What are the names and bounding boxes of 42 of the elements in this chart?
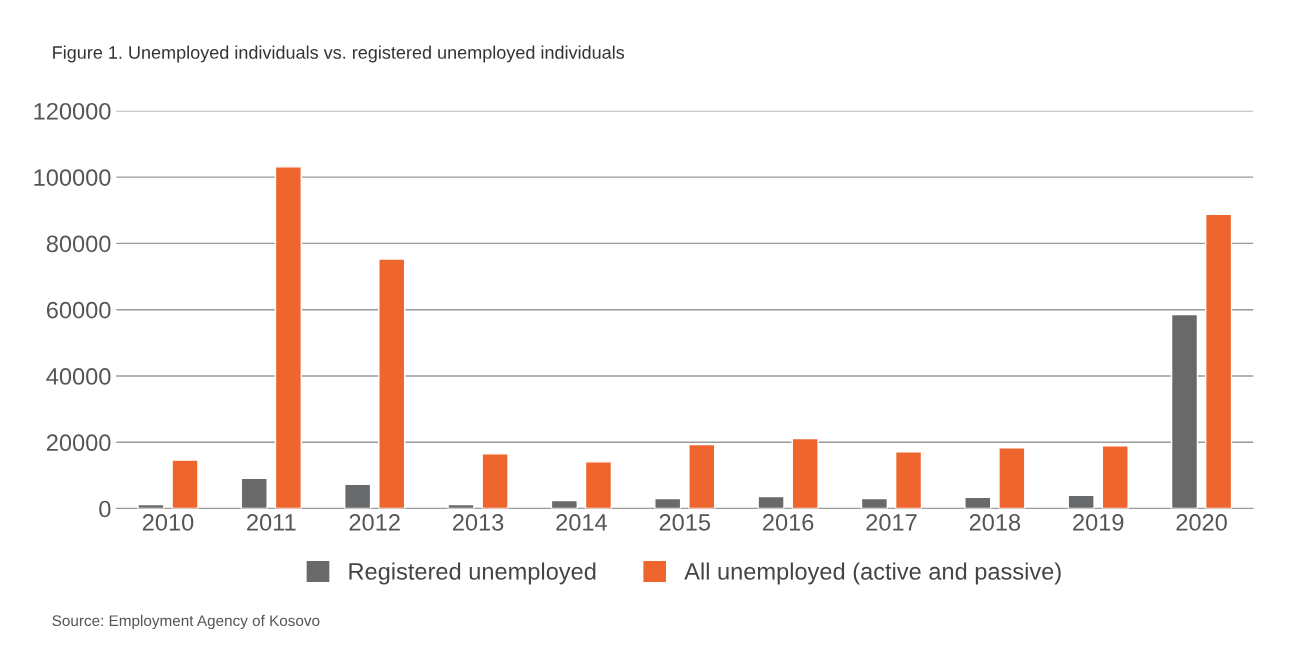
bar [378, 258, 406, 509]
x-tick-label: 2011 [247, 514, 296, 531]
x-tick-label: 2017 [866, 514, 917, 531]
y-tick-label: 100000 [34, 169, 111, 186]
bar [998, 447, 1026, 509]
bar [481, 453, 509, 509]
bar [344, 483, 372, 509]
bar [274, 166, 302, 509]
bar [894, 451, 923, 509]
y-tick-label: 60000 [46, 301, 111, 319]
x-tick-label: 2013 [452, 514, 504, 531]
chart-title: Figure 1. Unemployed individuals vs. registered unemployed individuals [53, 45, 625, 63]
bar [1170, 313, 1199, 509]
source-note: Source: Employment Agency of Kosovo [52, 614, 320, 630]
bar [964, 496, 992, 509]
bar [1101, 445, 1129, 509]
bar [550, 499, 578, 509]
y-tick-label: 120000 [34, 102, 111, 120]
legend-label: All unemployed (active and passive) [684, 562, 1061, 585]
x-tick-label: 2019 [1073, 514, 1124, 531]
bar [688, 443, 716, 509]
y-tick-label: 0 [99, 500, 111, 518]
x-tick-label: 2015 [659, 514, 711, 531]
bar [171, 459, 199, 509]
x-tick-label: 2016 [763, 514, 814, 531]
x-tick-label: 2012 [349, 514, 400, 531]
bar [584, 461, 613, 509]
bar [791, 437, 819, 509]
legend-label: Registered unemployed [349, 562, 596, 585]
x-tick-label: 2014 [556, 514, 607, 531]
x-tick-label: 2020 [1176, 514, 1227, 531]
bar [654, 497, 682, 509]
x-tick-label: 2010 [142, 514, 194, 531]
bar [1067, 494, 1095, 509]
x-tick-label: 2018 [969, 514, 1021, 531]
y-tick-label: 40000 [46, 368, 111, 385]
bar [1204, 213, 1233, 509]
y-tick-label: 80000 [46, 235, 111, 253]
y-tick-label: 20000 [46, 434, 111, 452]
bar [240, 477, 268, 509]
bar [860, 497, 889, 509]
bar [757, 495, 785, 509]
